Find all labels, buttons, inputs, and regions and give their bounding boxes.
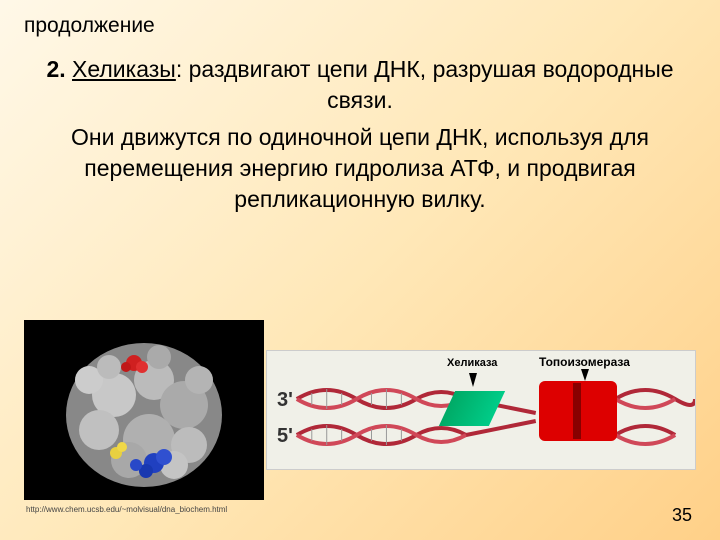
- images-row: Хеликаза Топоизомераза 3' 5': [24, 320, 696, 500]
- main-heading: 2. Хеликазы: раздвигают цепи ДНК, разруш…: [0, 38, 720, 116]
- main-text-after: : раздвигают цепи ДНК, разрушая водородн…: [176, 56, 674, 113]
- arrow-helicase-icon: [469, 373, 477, 387]
- list-number: 2.: [46, 56, 65, 82]
- topoisomerase-diagram-label: Топоизомераза: [539, 355, 630, 369]
- protein-structure-image: [24, 320, 264, 500]
- helicase-diagram-label: Хеликаза: [447, 357, 497, 369]
- citation-url: http://www.chem.ucsb.edu/~molvisual/dna_…: [26, 505, 227, 514]
- arrow-topo-icon: [581, 369, 589, 381]
- description-text: Они движутся по одиночной цепи ДНК, испо…: [0, 116, 720, 215]
- term-helicase: Хеликазы: [72, 56, 176, 82]
- topoisomerase-slit: [573, 383, 581, 439]
- dna-replication-diagram: Хеликаза Топоизомераза 3' 5': [266, 350, 696, 470]
- section-header: продолжение: [0, 0, 720, 38]
- page-number: 35: [672, 505, 692, 526]
- prime-5-label: 5': [277, 425, 293, 448]
- prime-3-label: 3': [277, 389, 293, 412]
